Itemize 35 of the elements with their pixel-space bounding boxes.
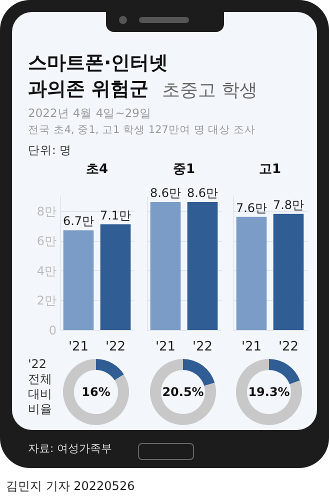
y-tick-label: 8만 bbox=[36, 204, 56, 218]
x-tick-label: '22 bbox=[105, 340, 126, 354]
x-tick-label: '22 bbox=[192, 340, 213, 354]
donut-slice bbox=[236, 359, 302, 425]
x-tick-label: '21 bbox=[68, 340, 89, 354]
text: 16% bbox=[82, 385, 110, 399]
x-tick-label: '21 bbox=[155, 340, 176, 354]
y-tick-label: 4만 bbox=[36, 264, 56, 278]
text: 단위: 명 bbox=[28, 143, 72, 158]
text: 김민지 기자 20220526 bbox=[6, 478, 135, 495]
data-label: 7.8만 bbox=[272, 198, 304, 212]
data-label: 7.1만 bbox=[100, 208, 132, 222]
data-label: 6.7만 bbox=[62, 214, 94, 228]
chart-title: 초4 bbox=[84, 161, 110, 178]
text: '22 전체 대비 비율 bbox=[28, 357, 53, 417]
donut-slice bbox=[150, 359, 216, 425]
chart-title: 고1 bbox=[258, 161, 282, 178]
donut-slice bbox=[96, 359, 124, 380]
y-tick-label: 2만 bbox=[36, 294, 56, 308]
x-tick-label: '21 bbox=[241, 340, 262, 354]
donut-slice bbox=[269, 359, 300, 384]
donut-slice bbox=[183, 359, 215, 386]
text: 전국 초4, 중1, 고1 학생 127만여 명 대상 조사 bbox=[28, 123, 256, 137]
y-tick-label: 6만 bbox=[36, 234, 56, 248]
data-label: 8.6만 bbox=[150, 186, 182, 200]
y-tick-label: 0 bbox=[48, 324, 56, 338]
donut-slice bbox=[63, 359, 129, 425]
chart-title: 중1 bbox=[172, 161, 196, 178]
text: 2022년 4월 4일~29일 bbox=[28, 106, 152, 121]
text: 19.3% bbox=[248, 385, 290, 399]
text: 20.5% bbox=[162, 385, 204, 399]
data-label: 7.6만 bbox=[236, 200, 268, 215]
text: 자료: 여성가족부 bbox=[28, 441, 112, 456]
x-tick-label: '22 bbox=[278, 340, 299, 354]
data-label: 8.6만 bbox=[186, 186, 218, 200]
